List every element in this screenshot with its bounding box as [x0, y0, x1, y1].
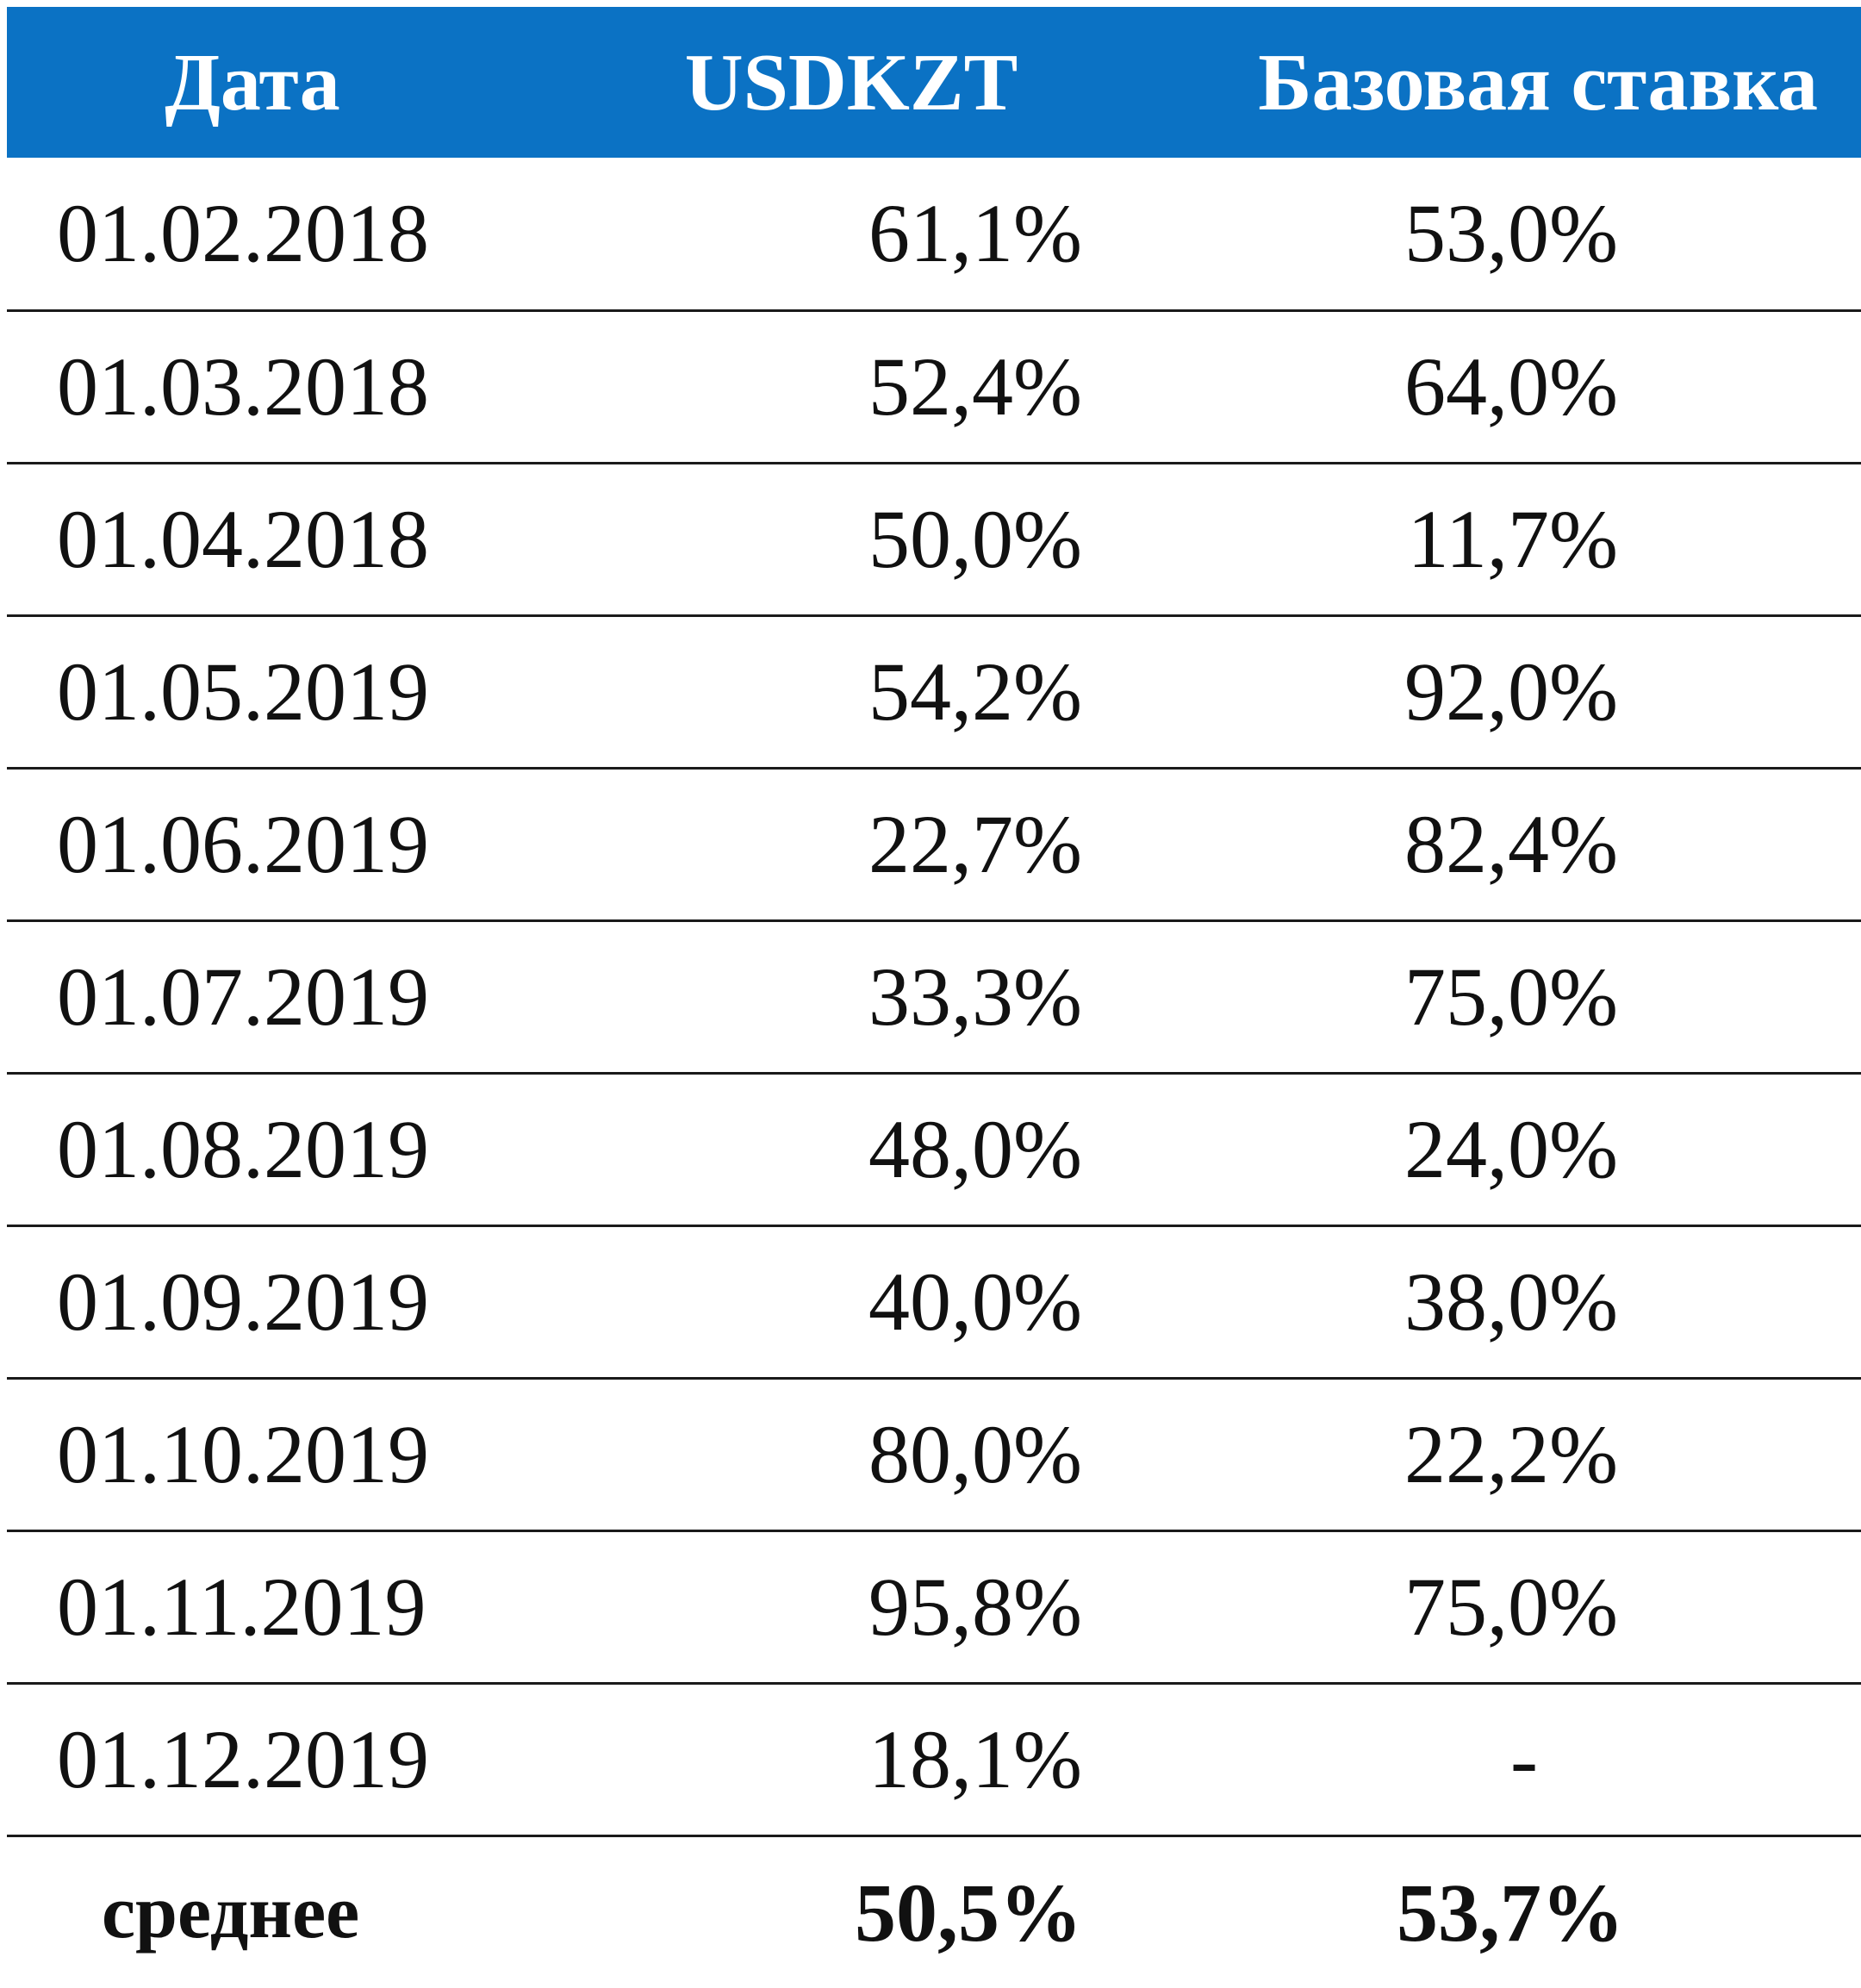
summary-usdkzt: 50,5% — [855, 1866, 1082, 1959]
cell-date: 01.04.2018 — [7, 463, 558, 617]
cell-base-rate: 11,7% — [1092, 463, 1861, 617]
cell-date: 01.05.2019 — [7, 615, 558, 770]
table-row: 01.02.2018 61,1% 53,0% — [7, 158, 1861, 312]
cell-usdkzt: 33,3% — [558, 920, 1092, 1075]
cell-base-rate: 24,0% — [1092, 1073, 1861, 1227]
cell-usdkzt: 52,4% — [558, 310, 1092, 464]
cell-usdkzt: 50,0% — [558, 463, 1092, 617]
cell-usdkzt: 40,0% — [558, 1225, 1092, 1380]
cell-date: 01.07.2019 — [7, 920, 558, 1075]
cell-date: 01.03.2018 — [7, 310, 558, 464]
table-row: 01.09.2019 40,0% 38,0% — [7, 1225, 1861, 1380]
cell-date: 01.12.2019 — [7, 1683, 558, 1837]
cell-date: 01.10.2019 — [7, 1378, 558, 1532]
table-row: 01.08.2019 48,0% 24,0% — [7, 1073, 1861, 1227]
cell-base-rate: 82,4% — [1092, 768, 1861, 922]
table-body: 01.02.2018 61,1% 53,0% 01.03.2018 52,4% … — [7, 158, 1861, 1988]
table-row: 01.12.2019 18,1% - — [7, 1683, 1861, 1837]
cell-base-rate: 92,0% — [1092, 615, 1861, 770]
cell-usdkzt: 54,2% — [558, 615, 1092, 770]
cell-date: 01.09.2019 — [7, 1225, 558, 1380]
cell-usdkzt: 48,0% — [558, 1073, 1092, 1227]
table-row: 01.05.2019 54,2% 92,0% — [7, 615, 1861, 770]
cell-date: 01.11.2019 — [7, 1530, 558, 1685]
cell-usdkzt: 18,1% — [558, 1683, 1092, 1837]
cell-usdkzt: 80,0% — [558, 1378, 1092, 1532]
table-row: 01.04.2018 50,0% 11,7% — [7, 463, 1861, 617]
cell-usdkzt: 95,8% — [558, 1530, 1092, 1685]
cell-usdkzt: 22,7% — [558, 768, 1092, 922]
table-row: 01.06.2019 22,7% 82,4% — [7, 768, 1861, 922]
header-row: Дата USDKZT Базовая ставка — [7, 7, 1861, 158]
summary-label: среднее — [102, 1870, 360, 1954]
table-row: 01.10.2019 80,0% 22,2% — [7, 1378, 1861, 1532]
table-row: 01.03.2018 52,4% 64,0% — [7, 310, 1861, 464]
cell-date: 01.06.2019 — [7, 768, 558, 922]
cell-base-rate: 75,0% — [1092, 1530, 1861, 1685]
cell-base-rate: - — [1092, 1683, 1861, 1837]
header-base-rate: Базовая ставка — [1258, 37, 1818, 128]
header-date: Дата — [165, 37, 340, 128]
cell-base-rate: 38,0% — [1092, 1225, 1861, 1380]
cell-base-rate: 64,0% — [1092, 310, 1861, 464]
summary-row: среднее 50,5% 53,7% — [7, 1835, 1861, 1988]
cell-base-rate: 75,0% — [1092, 920, 1861, 1075]
cell-base-rate: 53,0% — [1092, 158, 1861, 312]
header-usdkzt: USDKZT — [684, 37, 1018, 128]
table-row: 01.11.2019 95,8% 75,0% — [7, 1530, 1861, 1685]
cell-date: 01.02.2018 — [7, 158, 558, 312]
cell-usdkzt: 61,1% — [558, 158, 1092, 312]
cell-base-rate: 22,2% — [1092, 1378, 1861, 1532]
table-row: 01.07.2019 33,3% 75,0% — [7, 920, 1861, 1075]
table-header: Дата USDKZT Базовая ставка — [7, 7, 1861, 158]
rates-table: Дата USDKZT Базовая ставка 01.02.2018 61… — [7, 7, 1861, 1988]
cell-date: 01.08.2019 — [7, 1073, 558, 1227]
summary-base-rate: 53,7% — [1397, 1866, 1624, 1959]
rates-table-container: Дата USDKZT Базовая ставка 01.02.2018 61… — [7, 7, 1861, 1988]
